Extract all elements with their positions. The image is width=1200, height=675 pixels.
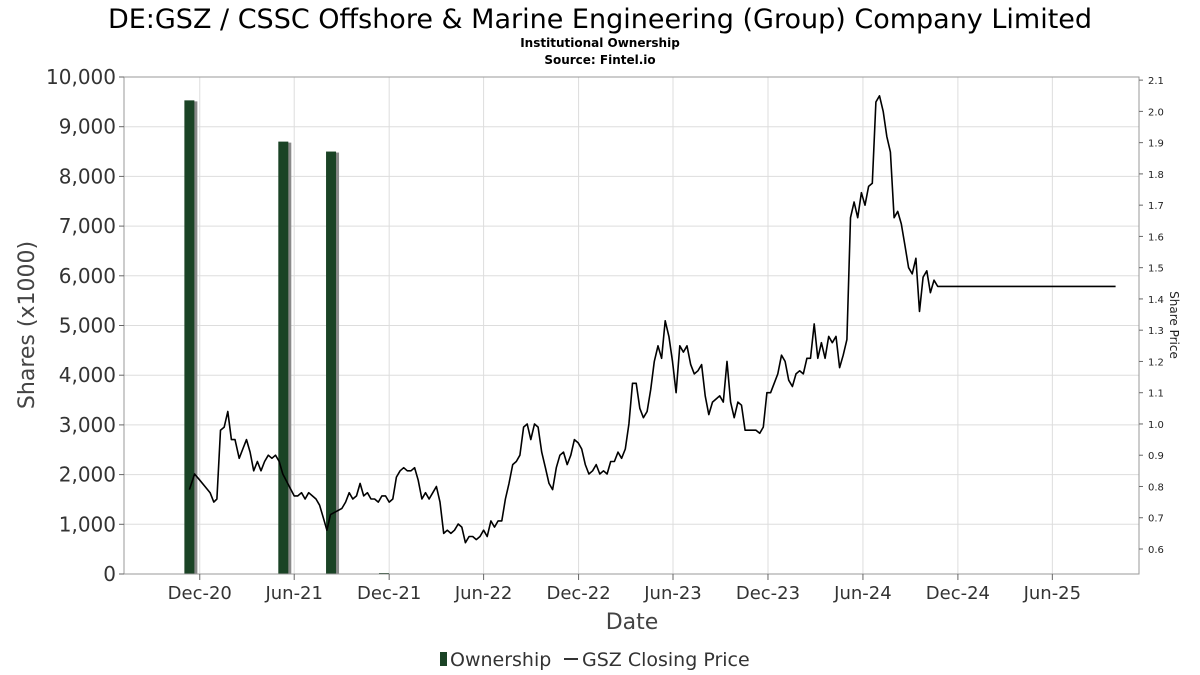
y2-axis-ticks: 0.6 0.7 0.8 0.9 1.0 1.1 1.2 1.3 1.4 1.5 1.6 1.7 1.8 1…: [1139, 76, 1164, 556]
y-tick-label: 10,000: [46, 65, 116, 89]
y2-tick-label: 1.5: [1148, 264, 1164, 275]
legend-ownership-label: Ownership: [450, 649, 551, 671]
chart-source: Source: Fintel.io: [544, 53, 655, 67]
price-line-group: [188, 95, 1116, 544]
x-tick-label: Jun-23: [643, 583, 702, 604]
x-tick-label: Jun-25: [1023, 583, 1082, 604]
x-tick-label: Jun-24: [833, 583, 892, 604]
y2-tick-label: 1.7: [1148, 201, 1164, 212]
y-axis-label: Shares (x1000): [15, 241, 40, 409]
x-tick-label: Dec-21: [357, 583, 421, 604]
chart-subtitle: Institutional Ownership: [520, 36, 680, 50]
legend-ownership-swatch: [440, 652, 447, 666]
x-tick-label: Dec-24: [926, 583, 990, 604]
y-tick-label: 9,000: [59, 115, 116, 139]
grid: [124, 76, 1139, 575]
x-tick-label: Jun-22: [454, 583, 513, 604]
y-tick-label: 8,000: [59, 164, 116, 188]
y-tick-label: 4,000: [59, 363, 116, 387]
x-axis-label: Date: [606, 610, 659, 635]
y2-tick-label: 1.0: [1148, 420, 1164, 431]
y2-tick-label: 2.0: [1148, 107, 1164, 118]
ownership-bar: [326, 151, 337, 575]
y2-tick-label: 1.4: [1148, 295, 1164, 306]
y2-tick-label: 0.8: [1148, 482, 1164, 493]
ownership-bar: [184, 100, 195, 574]
price-line: [188, 95, 1116, 544]
y-tick-label: 3,000: [59, 413, 116, 437]
y-tick-label: 0: [103, 562, 116, 586]
y2-tick-label: 1.9: [1148, 139, 1164, 150]
legend: Ownership GSZ Closing Price: [440, 649, 750, 671]
y2-tick-label: 1.1: [1148, 389, 1164, 400]
ownership-bars: [184, 100, 389, 575]
y-tick-label: 5,000: [59, 314, 116, 338]
y-tick-label: 1,000: [59, 512, 116, 536]
x-tick-label: Dec-20: [168, 583, 232, 604]
y2-tick-label: 0.7: [1148, 514, 1164, 525]
y2-tick-label: 1.6: [1148, 232, 1164, 243]
x-tick-label: Jun-21: [264, 583, 323, 604]
y2-axis-label: Share Price: [1167, 291, 1181, 359]
y2-tick-label: 0.9: [1148, 451, 1164, 462]
y-tick-label: 6,000: [59, 264, 116, 288]
y2-tick-label: 1.2: [1148, 357, 1164, 368]
x-tick-label: Dec-23: [736, 583, 800, 604]
y2-tick-label: 1.3: [1148, 326, 1164, 337]
chart-title: DE:GSZ / CSSC Offshore & Marine Engineer…: [108, 4, 1092, 35]
y2-tick-label: 0.6: [1148, 545, 1164, 556]
y-tick-label: 7,000: [59, 214, 116, 238]
legend-price-label: GSZ Closing Price: [582, 649, 750, 671]
y-tick-label: 2,000: [59, 463, 116, 487]
y-axis-ticks: 0 1,000 2,000 3,000 4,000 5,000 6,000 7,000 8,00…: [46, 65, 124, 586]
x-axis-ticks: Dec-20 Jun-21 Dec-21 Jun-22 Dec-22 Jun-23 Dec-…: [168, 574, 1081, 604]
x-tick-label: Dec-22: [546, 583, 610, 604]
ownership-bar: [278, 141, 289, 575]
y2-tick-label: 2.1: [1148, 76, 1164, 87]
y2-tick-label: 1.8: [1148, 170, 1164, 181]
